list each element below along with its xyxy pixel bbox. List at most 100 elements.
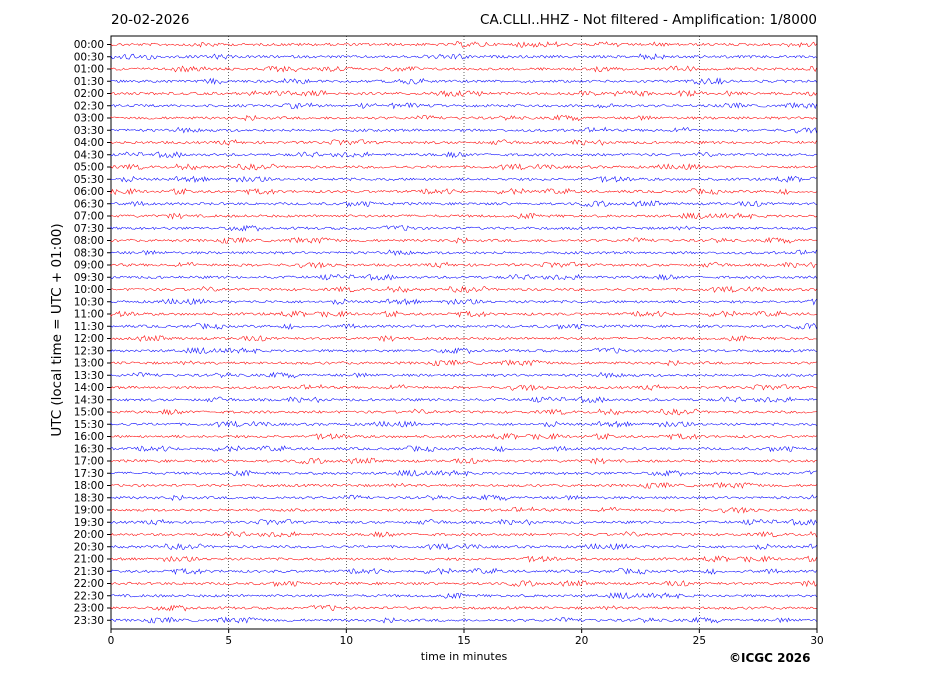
- y-tick-label: 01:00: [74, 64, 104, 76]
- trace-row-1600: [110, 432, 817, 441]
- y-tick-label: 10:30: [74, 296, 104, 308]
- trace-row-0400: [110, 139, 817, 146]
- y-tick-label: 04:30: [74, 149, 104, 161]
- trace-row-1300: [110, 359, 817, 367]
- x-axis-label: time in minutes: [420, 650, 508, 663]
- trace-row-2000: [110, 530, 817, 538]
- y-tick-label: 00:30: [74, 51, 104, 63]
- x-tick-label: 15: [457, 635, 470, 647]
- y-tick-label: 12:00: [74, 333, 104, 345]
- trace-row-0500: [110, 163, 817, 171]
- trace-row-1430: [110, 396, 817, 404]
- trace-row-2130: [110, 567, 817, 576]
- y-tick-label: 22:00: [74, 578, 104, 590]
- trace-row-0930: [110, 273, 817, 281]
- trace-row-0430: [110, 151, 817, 159]
- y-tick-label: 09:30: [74, 272, 104, 284]
- trace-row-1500: [110, 408, 817, 416]
- y-tick-label: 11:00: [74, 309, 104, 321]
- y-tick-label: 10:00: [74, 284, 104, 296]
- y-tick-label: 20:00: [74, 529, 104, 541]
- y-tick-label: 16:00: [74, 431, 104, 443]
- x-tick-label: 30: [810, 635, 823, 647]
- y-tick-label: 11:30: [74, 321, 104, 333]
- y-tick-label: 00:00: [74, 39, 104, 51]
- trace-row-1100: [110, 310, 817, 318]
- y-tick-label: 23:30: [74, 615, 104, 627]
- x-tick-label: 5: [225, 635, 232, 647]
- trace-row-1230: [110, 347, 817, 355]
- trace-row-0000: [110, 41, 817, 48]
- trace-row-1030: [110, 297, 817, 306]
- trace-row-0730: [110, 225, 817, 232]
- y-tick-label: 05:00: [74, 162, 104, 174]
- y-tick-label: 18:00: [74, 480, 104, 492]
- trace-row-0900: [110, 261, 817, 269]
- trace-row-1330: [110, 371, 817, 379]
- y-tick-label: 21:00: [74, 554, 104, 566]
- y-tick-label: 09:00: [74, 260, 104, 272]
- trace-row-0800: [110, 236, 817, 244]
- trace-row-2100: [110, 555, 817, 563]
- trace-row-0700: [110, 212, 817, 220]
- y-tick-label: 03:30: [74, 125, 104, 137]
- y-tick-label: 13:00: [74, 358, 104, 370]
- trace-row-2230: [110, 592, 817, 600]
- y-tick-label: 08:30: [74, 247, 104, 259]
- y-tick-label: 02:30: [74, 100, 104, 112]
- y-tick-label: 01:30: [74, 76, 104, 88]
- trace-row-0330: [110, 126, 817, 134]
- y-tick-label: 13:30: [74, 370, 104, 382]
- y-tick-label: 08:00: [74, 235, 104, 247]
- trace-row-1000: [110, 285, 817, 293]
- y-tick-label: 19:00: [74, 505, 104, 517]
- station-title: CA.CLLI..HHZ - Not filtered - Amplificat…: [480, 12, 817, 28]
- trace-row-0230: [110, 101, 817, 110]
- y-tick-label: 21:30: [74, 566, 104, 578]
- trace-row-0300: [110, 114, 817, 122]
- date-label: 20-02-2026: [111, 12, 190, 28]
- trace-row-2330: [110, 616, 817, 624]
- trace-row-1200: [110, 334, 817, 343]
- y-tick-label: 06:30: [74, 198, 104, 210]
- y-tick-label: 18:30: [74, 492, 104, 504]
- trace-row-1630: [110, 445, 817, 453]
- y-tick-label: 06:00: [74, 186, 104, 198]
- trace-row-1130: [110, 322, 817, 330]
- y-tick-label: 15:30: [74, 419, 104, 431]
- y-tick-label: 07:00: [74, 211, 104, 223]
- trace-row-1700: [110, 457, 817, 465]
- y-tick-label: 05:30: [74, 174, 104, 186]
- trace-row-2030: [110, 542, 817, 551]
- x-tick-label: 25: [693, 635, 706, 647]
- y-tick-label: 19:30: [74, 517, 104, 529]
- y-tick-label: 12:30: [74, 345, 104, 357]
- trace-row-0630: [110, 200, 817, 208]
- trace-row-1830: [110, 494, 817, 501]
- trace-row-0030: [110, 53, 817, 61]
- trace-row-2200: [110, 579, 817, 588]
- copyright-label: ©ICGC 2026: [729, 651, 811, 665]
- trace-row-1530: [110, 420, 817, 429]
- y-tick-label: 20:30: [74, 541, 104, 553]
- y-tick-label: 16:30: [74, 443, 104, 455]
- y-tick-label: 22:30: [74, 590, 104, 602]
- x-tick-label: 0: [108, 635, 115, 647]
- y-tick-label: 03:00: [74, 113, 104, 125]
- x-tick-label: 20: [575, 635, 588, 647]
- y-tick-label: 14:00: [74, 382, 104, 394]
- trace-row-1800: [110, 481, 817, 489]
- trace-row-0200: [110, 89, 817, 98]
- trace-row-0100: [110, 65, 817, 73]
- y-tick-label: 14:30: [74, 394, 104, 406]
- trace-row-0600: [110, 187, 817, 196]
- x-tick-label: 10: [340, 635, 353, 647]
- trace-row-1730: [110, 469, 817, 477]
- y-tick-label: 02:00: [74, 88, 104, 100]
- trace-row-0830: [110, 249, 817, 256]
- trace-row-2300: [110, 604, 817, 612]
- y-tick-label: 17:30: [74, 468, 104, 480]
- trace-row-0530: [110, 175, 817, 184]
- trace-row-1930: [110, 518, 817, 526]
